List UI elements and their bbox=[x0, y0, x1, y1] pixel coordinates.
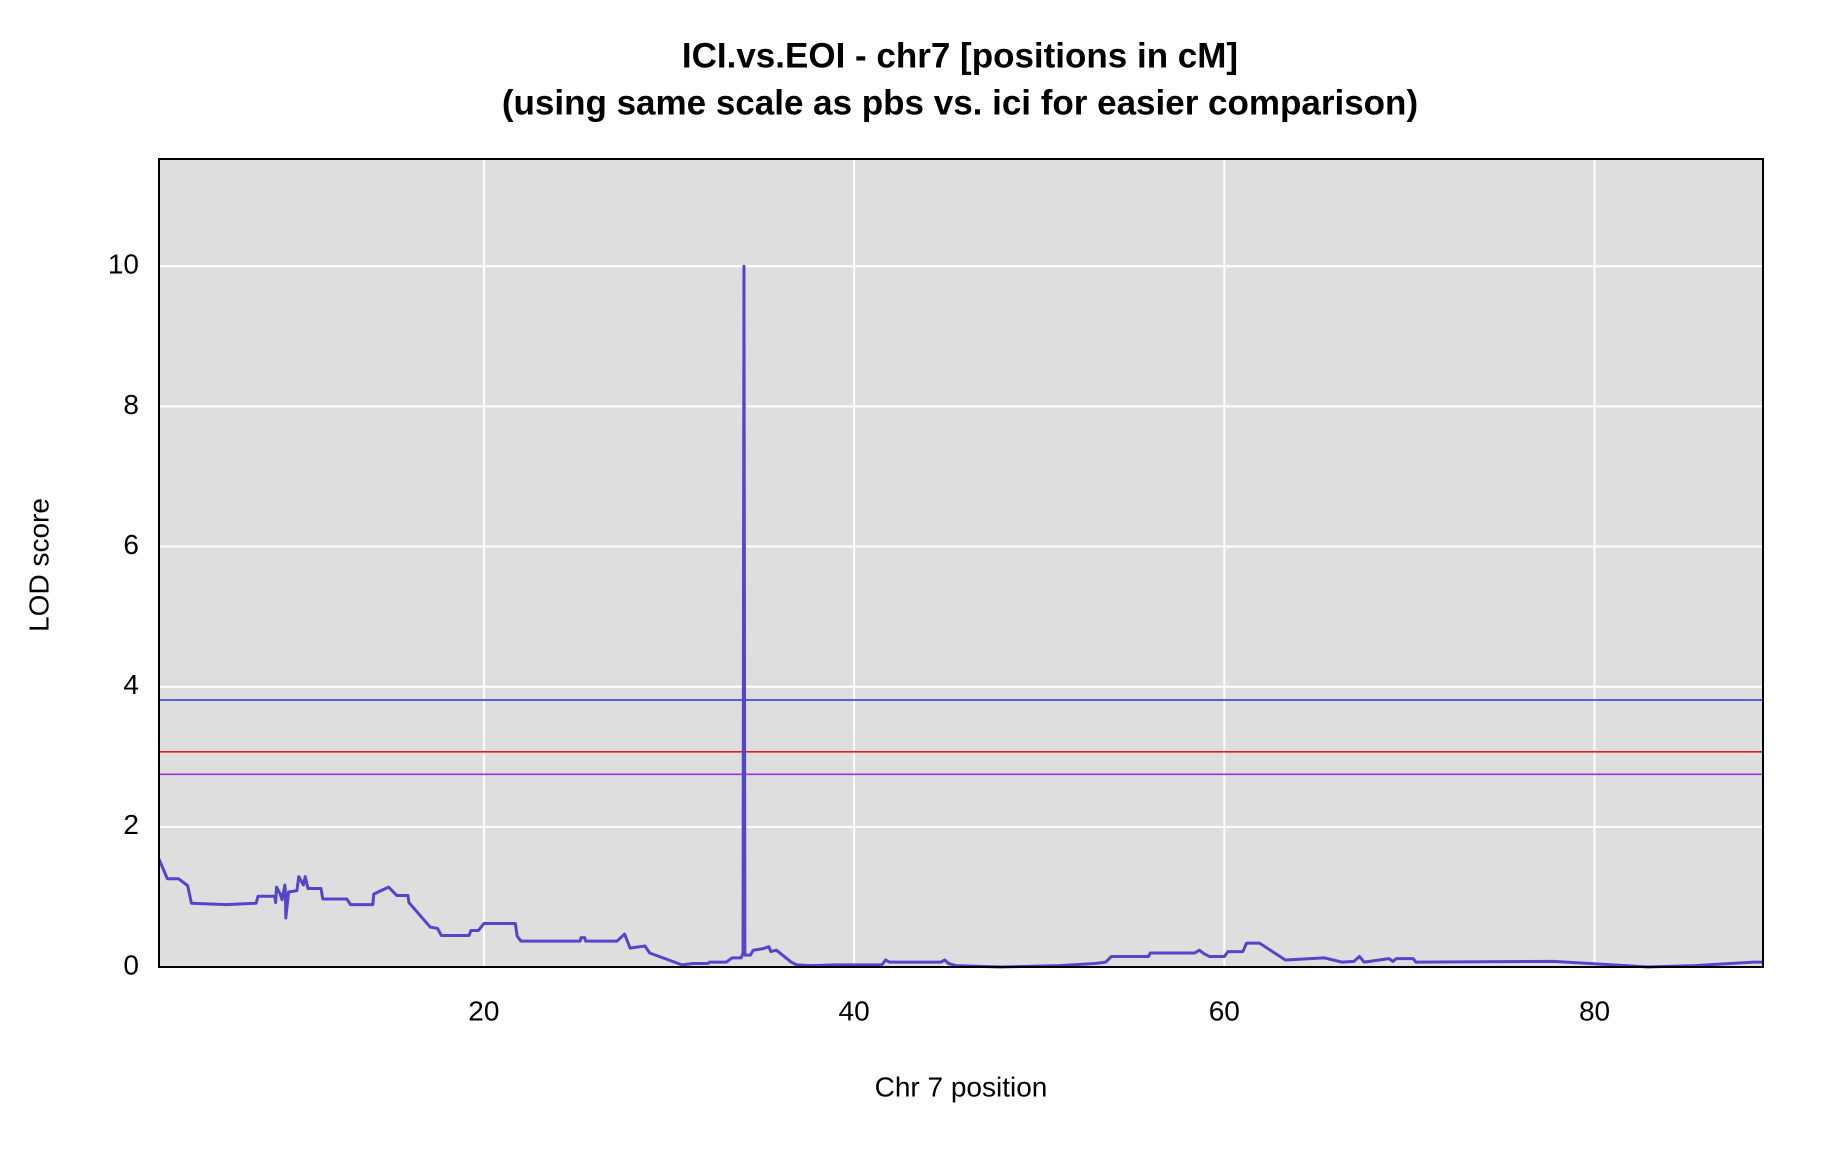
plot-frame bbox=[158, 158, 1764, 968]
y-tick-label: 10 bbox=[108, 249, 139, 280]
y-tick-label: 8 bbox=[123, 389, 139, 420]
y-tick-label: 4 bbox=[123, 669, 139, 700]
x-axis-label: Chr 7 position bbox=[875, 1071, 1048, 1102]
chart-subtitle: (using same scale as pbs vs. ici for eas… bbox=[502, 83, 1418, 122]
y-tick-label: 0 bbox=[123, 949, 139, 980]
x-tick-label: 60 bbox=[1209, 995, 1240, 1026]
plot-background bbox=[159, 159, 1763, 967]
data-line bbox=[157, 264, 1763, 969]
x-tick-label: 40 bbox=[839, 995, 870, 1026]
y-tick-label: 6 bbox=[123, 529, 139, 560]
y-axis-label: LOD score bbox=[23, 498, 54, 632]
y-tick-label: 2 bbox=[123, 809, 139, 840]
chart-title: ICI.vs.EOI - chr7 [positions in cM] bbox=[682, 36, 1238, 75]
x-tick-label: 80 bbox=[1579, 995, 1610, 1026]
x-tick-label: 20 bbox=[468, 995, 499, 1026]
